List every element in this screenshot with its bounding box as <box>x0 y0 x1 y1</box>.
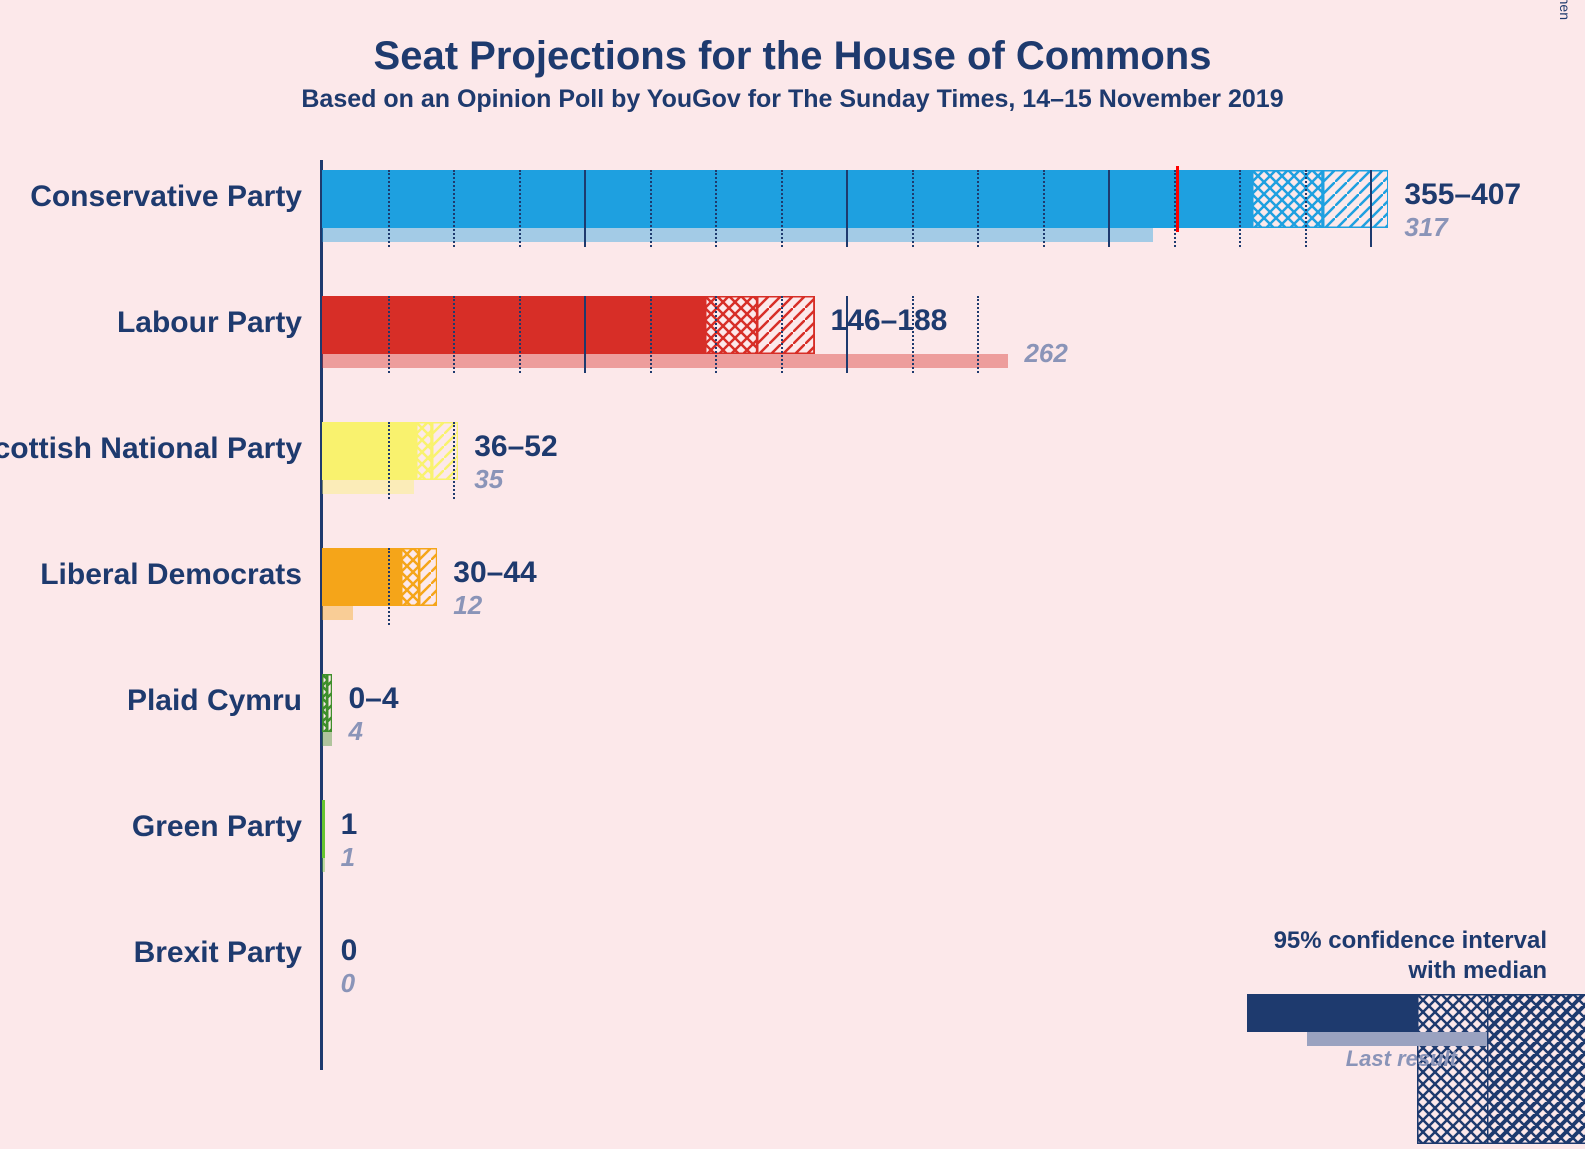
projection-bar-diaghatch <box>327 674 332 732</box>
chart-title: Seat Projections for the House of Common… <box>0 0 1585 79</box>
gridline <box>1043 170 1045 247</box>
gridline <box>1370 170 1372 247</box>
legend: 95% confidence interval with median Last… <box>1187 926 1547 1054</box>
gridline <box>977 296 979 373</box>
party-label: Scottish National Party <box>0 432 302 466</box>
gridline <box>453 296 455 373</box>
legend-line1: 95% confidence interval <box>1274 927 1547 954</box>
last-result-bar <box>322 354 1008 368</box>
legend-line2: with median <box>1408 957 1547 984</box>
last-result-bar <box>322 858 325 872</box>
copyright-text: © 2019 Filip van Laenen <box>1557 0 1573 20</box>
last-result-bar <box>322 606 353 620</box>
gridline <box>519 296 521 373</box>
projection-bar-diaghatch <box>1323 170 1389 228</box>
gridline <box>650 296 652 373</box>
projection-bar-diaghatch <box>757 296 815 354</box>
value-last: 4 <box>348 716 362 747</box>
projection-bar-crosshatch <box>416 422 432 480</box>
last-result-bar <box>322 480 414 494</box>
party-row: Scottish National Party36–5235 <box>320 422 1480 512</box>
value-range: 0–4 <box>348 682 398 716</box>
value-range: 30–44 <box>453 556 536 590</box>
value-range: 0 <box>341 934 358 968</box>
gridline <box>1108 170 1110 247</box>
projection-bar-solid <box>322 170 1252 228</box>
legend-diaghatch <box>1487 994 1547 1032</box>
majority-marker <box>1176 166 1179 232</box>
gridline <box>977 170 979 247</box>
gridline <box>912 170 914 247</box>
gridline <box>388 170 390 247</box>
value-range: 146–188 <box>831 304 948 338</box>
gridline <box>584 170 586 247</box>
gridline <box>1305 170 1307 247</box>
projection-bar-crosshatch <box>705 296 757 354</box>
party-row: Green Party11 <box>320 800 1480 890</box>
value-last: 0 <box>341 968 355 999</box>
gridline <box>388 548 390 625</box>
legend-main-bar <box>1247 994 1417 1032</box>
party-label: Conservative Party <box>30 180 302 214</box>
value-range: 1 <box>341 808 358 842</box>
chart-subtitle: Based on an Opinion Poll by YouGov for T… <box>0 85 1585 114</box>
gridline <box>781 296 783 373</box>
gridline <box>650 170 652 247</box>
projection-bar-solid <box>322 296 705 354</box>
value-last: 262 <box>1024 338 1067 369</box>
gridline <box>388 422 390 499</box>
last-result-bar <box>322 228 1153 242</box>
value-last: 1 <box>341 842 355 873</box>
party-row: Labour Party146–188262 <box>320 296 1480 386</box>
party-label: Labour Party <box>117 306 302 340</box>
projection-bar-solid <box>322 422 416 480</box>
party-label: Liberal Democrats <box>40 558 302 592</box>
projection-bar-crosshatch <box>1252 170 1323 228</box>
gridline <box>453 170 455 247</box>
party-row: Conservative Party355–407317 <box>320 170 1480 260</box>
party-row: Liberal Democrats30–4412 <box>320 548 1480 638</box>
gridline <box>715 296 717 373</box>
projection-bar-solid <box>322 800 325 858</box>
value-last: 317 <box>1404 212 1447 243</box>
gridline <box>584 296 586 373</box>
gridline <box>519 170 521 247</box>
projection-bar-diaghatch <box>419 548 437 606</box>
gridline <box>715 170 717 247</box>
legend-last-bar <box>1307 1032 1487 1046</box>
legend-crosshatch <box>1417 994 1487 1032</box>
gridline <box>453 422 455 499</box>
legend-last-label: Last result <box>1346 1046 1457 1072</box>
legend-bars: Last result <box>1187 994 1547 1054</box>
value-range: 36–52 <box>474 430 557 464</box>
last-result-bar <box>322 732 332 746</box>
party-label: Plaid Cymru <box>127 684 302 718</box>
party-label: Green Party <box>132 810 302 844</box>
gridline <box>1239 170 1241 247</box>
gridline <box>388 296 390 373</box>
gridline <box>846 170 848 247</box>
party-label: Brexit Party <box>134 936 302 970</box>
value-range: 355–407 <box>1404 178 1521 212</box>
party-row: Plaid Cymru0–44 <box>320 674 1480 764</box>
legend-text: 95% confidence interval with median <box>1187 926 1547 986</box>
value-last: 12 <box>453 590 482 621</box>
gridline <box>781 170 783 247</box>
value-last: 35 <box>474 464 503 495</box>
projection-bar-crosshatch <box>401 548 419 606</box>
